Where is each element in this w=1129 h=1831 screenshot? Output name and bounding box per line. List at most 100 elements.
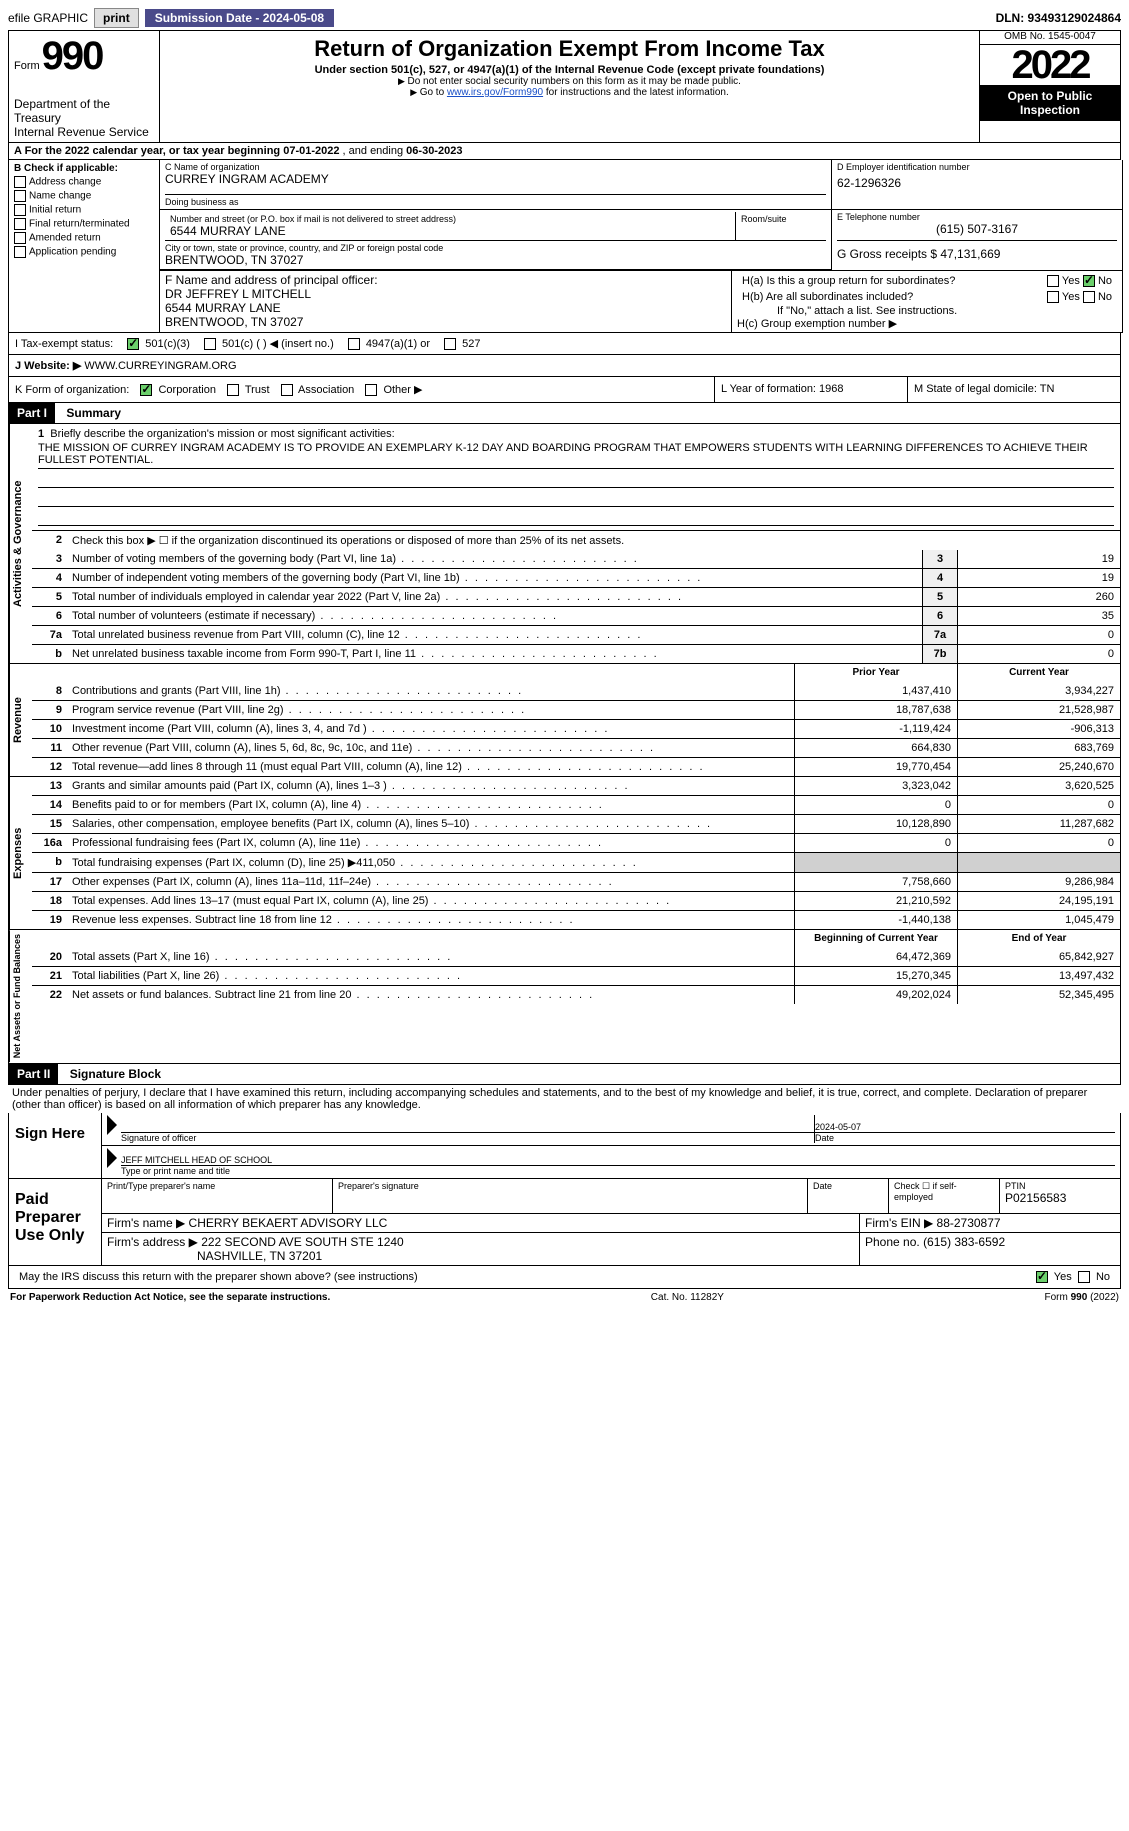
firm-name: CHERRY BEKAERT ADVISORY LLC: [189, 1216, 388, 1230]
cb-4947[interactable]: [348, 338, 360, 350]
hb-note: If "No," attach a list. See instructions…: [737, 305, 1117, 317]
col-b: B Check if applicable: Address change Na…: [9, 160, 160, 332]
cb-assoc[interactable]: [281, 384, 293, 396]
sig-officer-label: Signature of officer: [121, 1132, 814, 1143]
penalty-text: Under penalties of perjury, I declare th…: [8, 1085, 1121, 1113]
part1-header: Part I Summary: [8, 403, 1121, 424]
summary-line: 15Salaries, other compensation, employee…: [32, 814, 1120, 833]
cb-527[interactable]: [444, 338, 456, 350]
dba-label: Doing business as: [165, 194, 826, 207]
dln-number: DLN: 93493129024864: [996, 11, 1121, 25]
addr-value: 6544 MURRAY LANE: [170, 224, 730, 238]
discuss-no[interactable]: [1078, 1271, 1090, 1283]
firm-phone: (615) 383-6592: [923, 1235, 1005, 1249]
summary-line: 3Number of voting members of the governi…: [32, 550, 1120, 568]
cb-corp[interactable]: [140, 384, 152, 396]
cb-pending[interactable]: Application pending: [14, 246, 154, 258]
summary-line: 16aProfessional fundraising fees (Part I…: [32, 833, 1120, 852]
vlabel-rev: Revenue: [9, 664, 32, 776]
open-public: Open to Public Inspection: [980, 85, 1120, 121]
summary-line: 18Total expenses. Add lines 13–17 (must …: [32, 891, 1120, 910]
summary-line: 9Program service revenue (Part VIII, lin…: [32, 700, 1120, 719]
cb-final[interactable]: Final return/terminated: [14, 218, 154, 230]
vlabel-exp: Expenses: [9, 777, 32, 929]
summary-line: bNet unrelated business taxable income f…: [32, 644, 1120, 663]
dept-treasury: Department of the Treasury: [14, 97, 154, 125]
row-k: K Form of organization: Corporation Trus…: [8, 377, 1121, 403]
sig-arrow-icon: [107, 1115, 117, 1135]
hb-yes[interactable]: [1047, 291, 1059, 303]
cb-501c[interactable]: [204, 338, 216, 350]
ha-label: H(a) Is this a group return for subordin…: [737, 273, 1042, 289]
page-footer: For Paperwork Reduction Act Notice, see …: [8, 1289, 1121, 1306]
ein-value: 62-1296326: [837, 172, 1117, 194]
date-label: Date: [815, 1132, 1115, 1143]
gross-label: G Gross receipts $: [837, 247, 940, 261]
print-button[interactable]: print: [94, 8, 139, 28]
addr-label: Number and street (or P.O. box if mail i…: [170, 214, 730, 224]
room-label: Room/suite: [741, 214, 821, 224]
website: WWW.CURREYINGRAM.ORG: [84, 360, 236, 372]
summary-line: 7aTotal unrelated business revenue from …: [32, 625, 1120, 644]
cb-trust[interactable]: [227, 384, 239, 396]
summary-line: 20Total assets (Part X, line 16)64,472,3…: [32, 948, 1120, 966]
summary-line: 5Total number of individuals employed in…: [32, 587, 1120, 606]
gross-value: 47,131,669: [940, 247, 1000, 261]
ssn-note: Do not enter social security numbers on …: [165, 76, 974, 87]
tax-year: 2022: [980, 45, 1120, 85]
hb-label: H(b) Are all subordinates included?: [737, 289, 1042, 305]
expenses-block: Expenses 13Grants and similar amounts pa…: [8, 777, 1121, 930]
mission-text: THE MISSION OF CURREY INGRAM ACADEMY IS …: [38, 440, 1114, 469]
cb-name[interactable]: Name change: [14, 190, 154, 202]
summary-line: 19Revenue less expenses. Subtract line 1…: [32, 910, 1120, 929]
ha-no[interactable]: [1083, 275, 1095, 287]
summary-line: 6Total number of volunteers (estimate if…: [32, 606, 1120, 625]
discuss-row: May the IRS discuss this return with the…: [8, 1266, 1121, 1289]
summary-line: 8Contributions and grants (Part VIII, li…: [32, 682, 1120, 700]
form-number: 990: [42, 34, 103, 79]
revenue-block: Revenue Prior Year Current Year 8Contrib…: [8, 664, 1121, 777]
mission-label: Briefly describe the organization's miss…: [50, 428, 394, 440]
summary-line: 22Net assets or fund balances. Subtract …: [32, 985, 1120, 1004]
ptin-value: P02156583: [1005, 1191, 1115, 1205]
summary-line: 10Investment income (Part VIII, column (…: [32, 719, 1120, 738]
ha-yes[interactable]: [1047, 275, 1059, 287]
ein-label: D Employer identification number: [837, 162, 1117, 172]
irs-link[interactable]: www.irs.gov/Form990: [447, 87, 543, 98]
firm-city: NASHVILLE, TN 37201: [107, 1249, 854, 1263]
irs-label: Internal Revenue Service: [14, 125, 154, 139]
cb-amended[interactable]: Amended return: [14, 232, 154, 244]
submission-date: Submission Date - 2024-05-08: [145, 9, 334, 27]
goto-note: Go to www.irs.gov/Form990 for instructio…: [165, 87, 974, 98]
cb-501c3[interactable]: [127, 338, 139, 350]
line2: Check this box ▶ ☐ if the organization d…: [68, 531, 1120, 550]
discuss-yes[interactable]: [1036, 1271, 1048, 1283]
cb-other[interactable]: [365, 384, 377, 396]
officer-addr1: 6544 MURRAY LANE: [165, 301, 726, 315]
firm-addr: 222 SECOND AVE SOUTH STE 1240: [201, 1235, 404, 1249]
top-bar: efile GRAPHIC print Submission Date - 20…: [8, 8, 1121, 28]
cb-address[interactable]: Address change: [14, 176, 154, 188]
org-name: CURREY INGRAM ACADEMY: [165, 172, 826, 186]
row-a: A For the 2022 calendar year, or tax yea…: [8, 143, 1121, 160]
tel-value: (615) 507-3167: [837, 222, 1117, 236]
cb-initial[interactable]: Initial return: [14, 204, 154, 216]
paid-preparer-block: Paid Preparer Use Only Print/Type prepar…: [8, 1179, 1121, 1266]
sig-date: 2024-05-07: [815, 1122, 1115, 1132]
sign-here-block: Sign Here Signature of officer 2024-05-0…: [8, 1113, 1121, 1179]
hb-no[interactable]: [1083, 291, 1095, 303]
summary-line: 17Other expenses (Part IX, column (A), l…: [32, 872, 1120, 891]
part1-body: Activities & Governance 1 Briefly descri…: [8, 424, 1121, 664]
state-domicile: TN: [1040, 383, 1055, 395]
summary-line: 12Total revenue—add lines 8 through 11 (…: [32, 757, 1120, 776]
tel-label: E Telephone number: [837, 212, 1117, 222]
summary-line: bTotal fundraising expenses (Part IX, co…: [32, 852, 1120, 872]
type-name-label: Type or print name and title: [121, 1165, 1115, 1176]
vlabel-net: Net Assets or Fund Balances: [9, 930, 32, 1062]
officer-addr2: BRENTWOOD, TN 37027: [165, 315, 726, 329]
form-header: Form 990 Department of the Treasury Inte…: [8, 30, 1121, 143]
summary-line: 13Grants and similar amounts paid (Part …: [32, 777, 1120, 795]
entity-block: B Check if applicable: Address change Na…: [8, 160, 1123, 333]
row-j: J Website: ▶ WWW.CURREYINGRAM.ORG: [8, 355, 1121, 377]
summary-line: 4Number of independent voting members of…: [32, 568, 1120, 587]
